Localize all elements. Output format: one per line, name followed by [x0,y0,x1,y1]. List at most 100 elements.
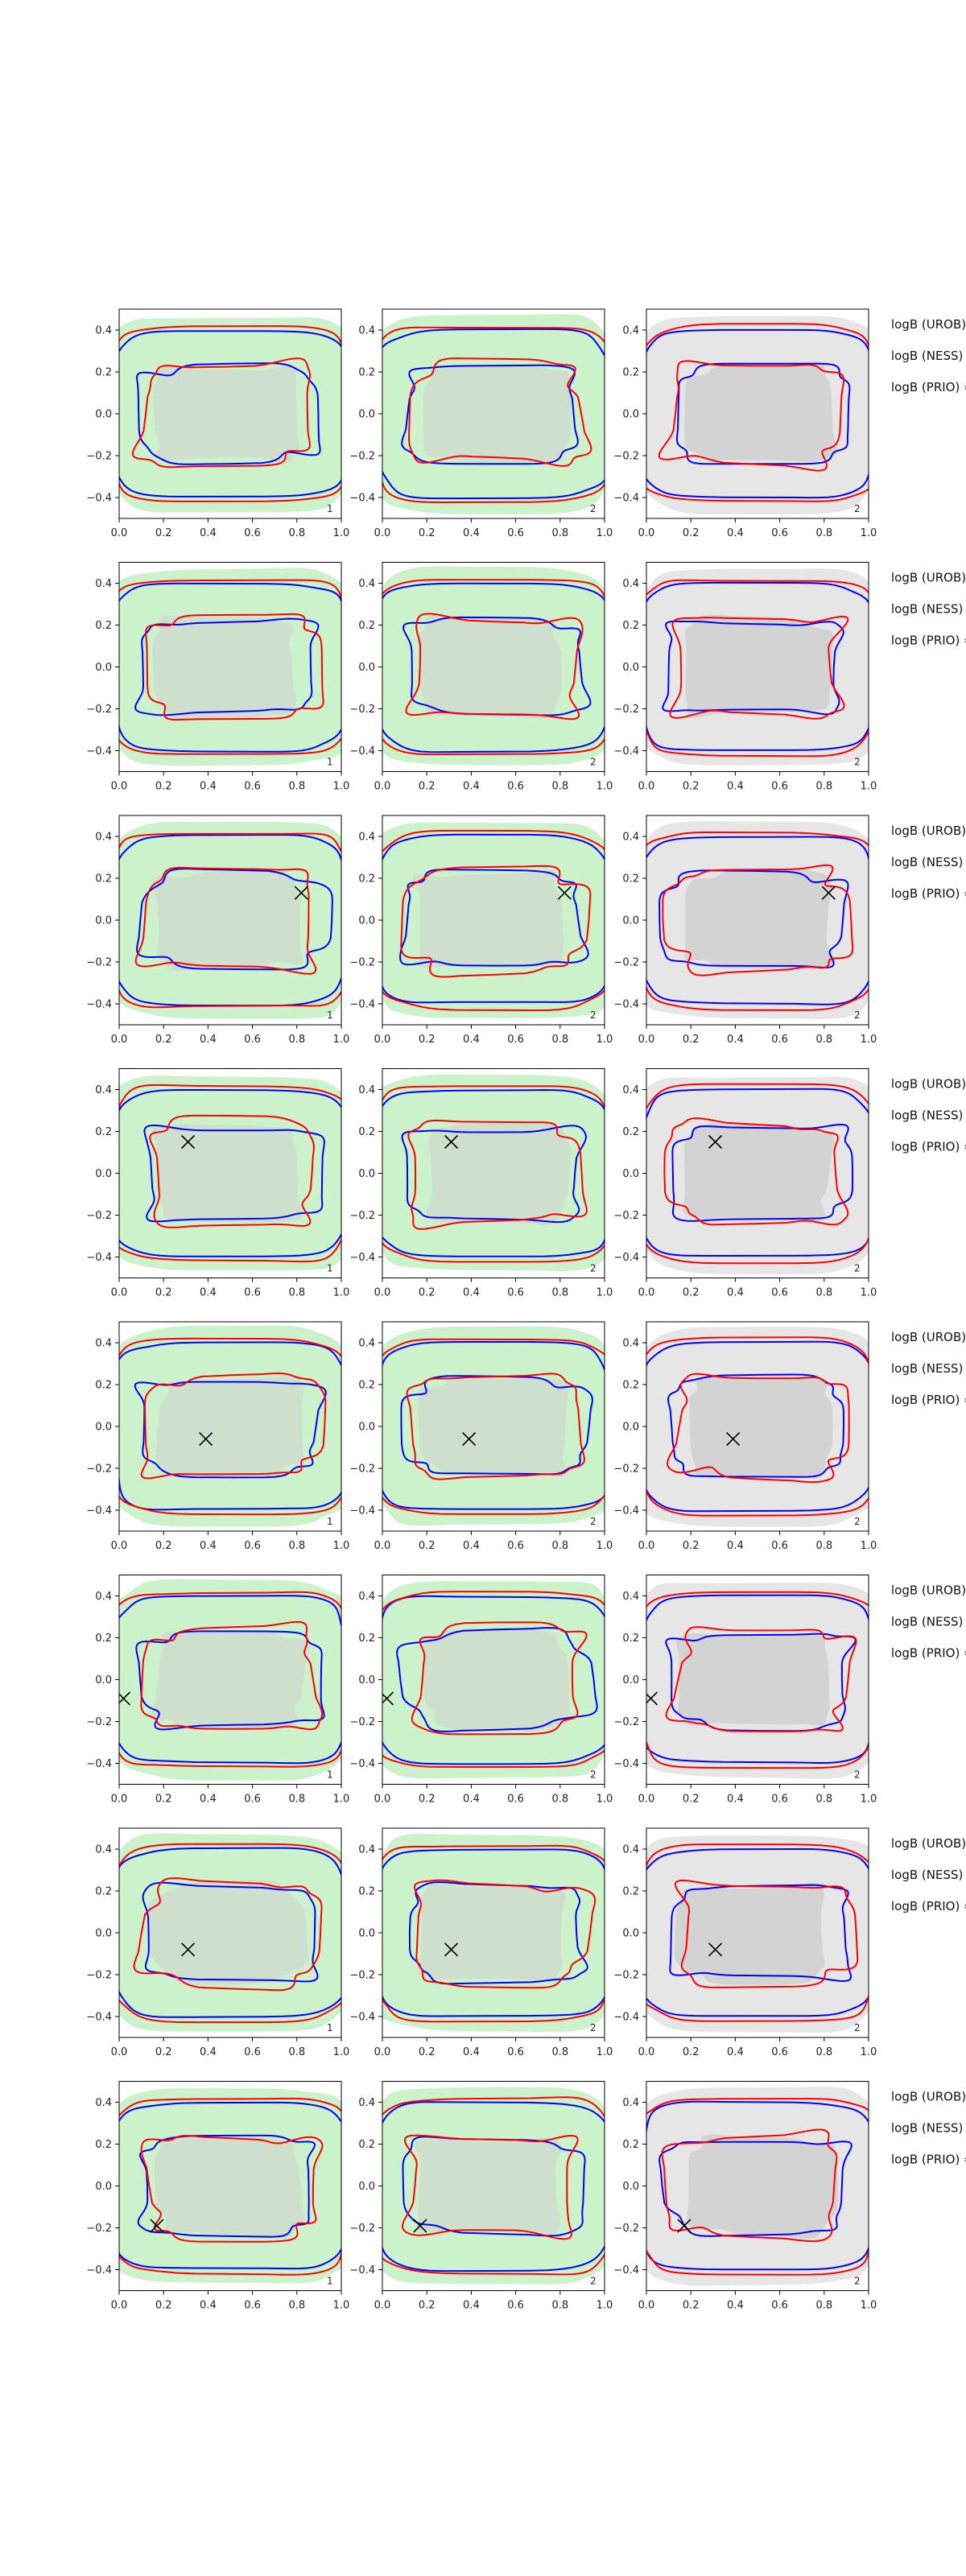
blue-outer-contour [382,1848,605,2017]
x-tick-label: 0.4 [727,2300,744,2312]
x-tick-label: 0.0 [111,1287,128,1299]
x-tick-label: 0.0 [374,527,391,539]
x-tick-label: 0.2 [683,1287,700,1299]
x-tick-label: 1.0 [597,781,613,793]
red-outer-contour [646,1843,869,2022]
stat-label: logB (PRIO) = [891,634,966,648]
panel-r2-c3: 2 0.0 0.2 0.4 0.6 0.8 1.0 0.4 0.2 0.0 −0.2 −0.4 [613,562,877,793]
x-tick-label: 1.0 [597,1794,613,1806]
y-tick-label: 0.4 [622,1338,639,1350]
panel-r5-c3: 2 0.0 0.2 0.4 0.6 0.8 1.0 0.4 0.2 0.0 −0.2 −0.4 [613,1321,877,1552]
x-tick-label: 0.2 [683,527,700,539]
red-inner-contour [674,1879,859,1988]
panel-index-label: 2 [590,2276,597,2287]
x-tick-label: 0.0 [111,1794,128,1806]
y-tick-label: 0.0 [95,1168,112,1180]
x-tick-label: 0.0 [374,1794,391,1806]
panel-r7-c3: 2 0.0 0.2 0.4 0.6 0.8 1.0 0.4 0.2 0.0 −0.2 −0.4 [613,1827,877,2058]
red-inner-contour [131,357,312,469]
x-tick-label: 1.0 [333,2046,350,2058]
x-tick-label: 0.4 [200,1794,217,1806]
y-tick-label: 0.4 [622,1084,639,1096]
red-inner-contour [413,1879,597,1989]
plot-area [382,822,605,1018]
x-tick-label: 0.8 [288,527,305,539]
y-tick-label: −0.4 [86,493,112,505]
y-tick-label: 0.2 [95,2139,112,2151]
x-tick-label: 1.0 [597,1540,613,1552]
x-tick-label: 0.0 [374,781,391,793]
x-marker [708,1134,723,1150]
x-tick-label: 0.6 [244,781,261,793]
x-tick-label: 0.4 [727,1794,744,1806]
red-inner-contour [665,1626,857,1732]
x-tick-label: 0.8 [815,2300,832,2312]
y-tick-label: 0.0 [95,2181,112,2193]
panel-index-label: 2 [590,2022,597,2033]
y-tick-label: −0.2 [613,957,639,969]
panel-index-label: 2 [590,503,597,514]
blue-outer-contour [646,836,869,1005]
panel-r2-c2: 2 0.0 0.2 0.4 0.6 0.8 1.0 0.4 0.2 0.0 −0.2 −0.4 [349,562,613,793]
plot-area [382,1581,605,1779]
panel-index-label: 2 [854,757,861,768]
inner-grey-region [684,868,835,969]
plot-area [119,1579,341,1781]
y-tick-label: 0.2 [622,1126,639,1138]
panel-index-label: 2 [590,1263,597,1274]
y-tick-label: 0.4 [95,1338,112,1350]
x-tick-label: 1.0 [333,527,350,539]
inner-grey-region [688,1376,833,1478]
y-tick-label: −0.2 [613,1210,639,1222]
y-tick-label: 0.4 [358,1591,375,1603]
y-tick-label: 0.0 [358,2181,375,2193]
plot-area [382,1326,605,1526]
x-marker [444,1134,459,1150]
y-tick-label: −0.2 [86,451,112,463]
x-tick-label: 0.4 [727,1540,744,1552]
y-tick-label: 0.4 [622,832,639,844]
y-tick-label: −0.2 [86,1210,112,1222]
red-inner-contour [661,2128,838,2243]
red-inner-contour [140,2134,324,2243]
x-tick-label: 0.6 [507,781,524,793]
panel-index-label: 1 [327,1769,333,1781]
red-inner-contour [407,357,592,467]
x-tick-label: 0.4 [200,527,217,539]
blue-inner-contour [135,868,333,971]
y-tick-label: 0.0 [358,1168,375,1180]
x-tick-label: 0.2 [419,781,436,793]
x-tick-label: 0.8 [551,527,568,539]
inner-grey-region [151,868,303,971]
plot-area [646,2087,869,2286]
x-marker [726,1432,741,1447]
x-tick-label: 0.6 [771,1287,788,1299]
x-tick-label: 0.0 [638,527,655,539]
red-outer-contour [646,1083,869,1265]
x-tick-label: 0.4 [463,1794,480,1806]
y-tick-label: −0.2 [349,1716,375,1728]
inner-grey-region [147,1880,308,1986]
x-tick-label: 1.0 [861,1540,877,1552]
y-tick-label: 0.4 [622,2097,639,2109]
stat-label: logB (UROB) = [891,1836,966,1851]
x-tick-label: 1.0 [597,2300,613,2312]
x-tick-label: 0.6 [244,1540,261,1552]
y-tick-label: 0.2 [358,620,375,632]
inner-grey-region [685,614,834,718]
x-tick-label: 0.6 [507,1794,524,1806]
x-tick-label: 0.2 [683,1540,700,1552]
blue-inner-contour [135,1630,325,1731]
x-tick-label: 0.8 [288,781,305,793]
x-tick-label: 0.0 [111,2046,128,2058]
stat-label: logB (PRIO) = [891,1646,966,1661]
blue-inner-contour [675,362,851,465]
panel-r7-c1: 1 0.0 0.2 0.4 0.6 0.8 1.0 0.4 0.2 0.0 −0.2 −0.4 [86,1827,350,2058]
blue-outer-contour [382,833,605,1004]
x-tick-label: 0.4 [463,1540,480,1552]
blue-inner-contour [401,364,579,465]
x-tick-label: 0.2 [683,1794,700,1806]
red-inner-contour [666,1373,850,1484]
y-tick-label: −0.2 [349,1210,375,1222]
stat-label: logB (PRIO) = [891,1140,966,1154]
